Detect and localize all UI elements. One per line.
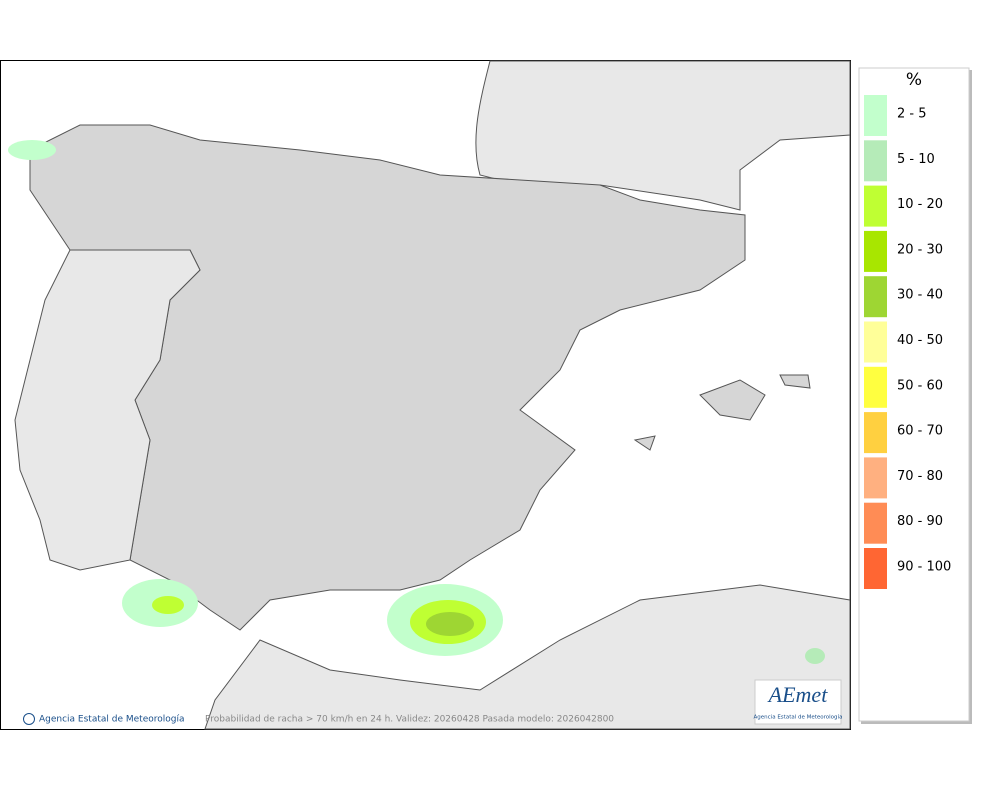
legend-swatch xyxy=(864,321,887,363)
logo-box xyxy=(754,679,842,725)
legend-swatch xyxy=(864,95,887,136)
legend-label: 30 - 40 xyxy=(897,288,943,303)
legend-items: 2 - 5 5 - 10 10 - 20 20 - 30 30 - 40 40 - 50 5… xyxy=(864,95,951,589)
legend-swatch xyxy=(864,230,887,272)
prob-area xyxy=(426,612,474,636)
legend-swatch xyxy=(864,366,887,408)
prob-area xyxy=(8,140,56,160)
france xyxy=(475,60,851,211)
legend-title: % xyxy=(906,70,922,90)
legend-label: 90 - 100 xyxy=(897,560,951,575)
legend-swatch xyxy=(864,457,887,499)
legend-label: 2 - 5 xyxy=(897,107,927,122)
logo-subtitle: Agencia Estatal de Meteorología xyxy=(754,714,843,721)
mallorca xyxy=(699,379,766,421)
menorca xyxy=(779,374,811,389)
legend-swatch xyxy=(864,548,887,589)
legend-swatch xyxy=(864,502,887,544)
legend-swatch xyxy=(864,140,887,182)
legend-label: 40 - 50 xyxy=(897,333,943,348)
legend-label: 20 - 30 xyxy=(897,242,943,257)
map xyxy=(14,60,851,730)
legend-label: 80 - 90 xyxy=(897,514,943,529)
prob-area xyxy=(805,648,825,664)
logo: AEmet xyxy=(767,682,829,707)
legend-swatch xyxy=(864,276,887,318)
portugal xyxy=(14,249,201,571)
copyright-icon xyxy=(23,713,35,725)
legend-label: 60 - 70 xyxy=(897,424,943,439)
legend-label: 10 - 20 xyxy=(897,197,943,212)
agency-credit: Agencia Estatal de Meteorología xyxy=(39,715,185,725)
legend-label: 50 - 60 xyxy=(897,378,943,393)
prob-area xyxy=(152,596,184,614)
legend-swatch xyxy=(864,185,887,227)
legend-label: 5 - 10 xyxy=(897,152,935,167)
legend-label: 70 - 80 xyxy=(897,469,943,484)
foreign-land xyxy=(204,60,851,730)
probability-areas xyxy=(8,140,825,664)
ibiza xyxy=(633,435,656,451)
legend-swatch xyxy=(864,412,887,454)
caption: Probabilidad de racha > 70 km/h en 24 h.… xyxy=(205,715,614,725)
